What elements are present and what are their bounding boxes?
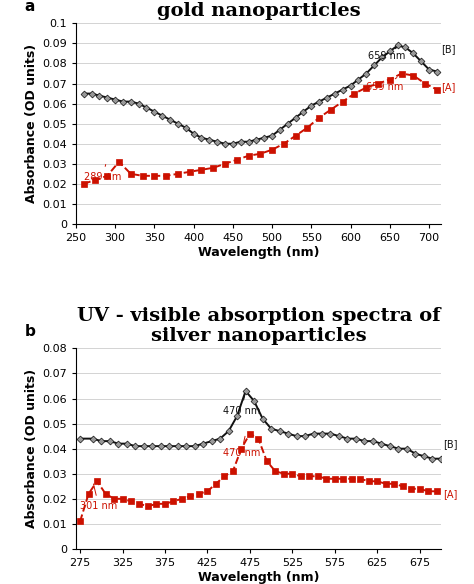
- Text: 470 nm: 470 nm: [223, 394, 260, 416]
- Text: [B]: [B]: [442, 44, 456, 54]
- X-axis label: Wavelength (nm): Wavelength (nm): [198, 246, 319, 259]
- Text: [B]: [B]: [443, 439, 458, 449]
- Text: [A]: [A]: [443, 489, 458, 499]
- X-axis label: Wavelength (nm): Wavelength (nm): [198, 571, 319, 584]
- Text: 289 nm: 289 nm: [84, 165, 121, 182]
- Text: 470 nm: 470 nm: [223, 436, 260, 458]
- Y-axis label: Absorbance (OD units): Absorbance (OD units): [25, 44, 38, 203]
- Text: a: a: [25, 0, 35, 14]
- Text: 659 nm: 659 nm: [368, 47, 405, 61]
- Text: [A]: [A]: [442, 82, 456, 92]
- Text: 301 nm: 301 nm: [80, 484, 118, 511]
- Y-axis label: Absorbance (OD units): Absorbance (OD units): [25, 369, 38, 528]
- Text: b: b: [25, 324, 36, 339]
- Title: UV - visible absorption spectra of
gold nanoparticles: UV - visible absorption spectra of gold …: [77, 0, 440, 20]
- Title: UV - visible absorption spectra of
silver nanoparticles: UV - visible absorption spectra of silve…: [77, 307, 440, 345]
- Text: 659 nm: 659 nm: [366, 78, 404, 92]
